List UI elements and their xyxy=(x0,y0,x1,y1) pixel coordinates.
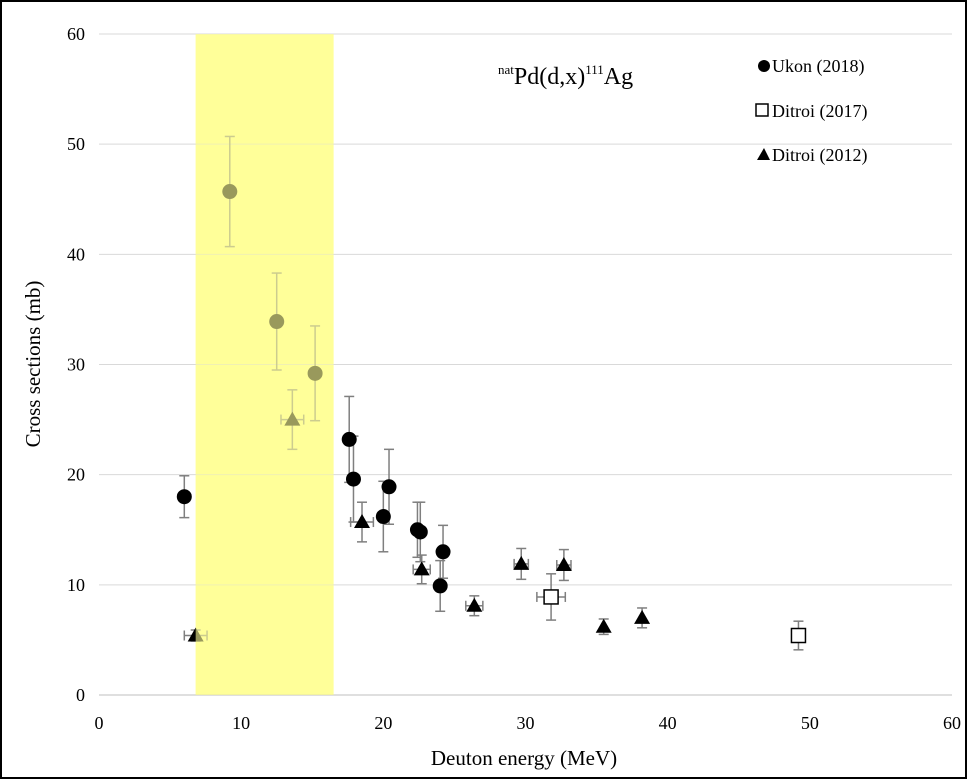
y-tick-label: 60 xyxy=(67,24,85,44)
y-tick-label: 0 xyxy=(76,685,85,705)
y-tick-label: 40 xyxy=(67,244,85,264)
data-point-triangle xyxy=(513,555,530,570)
legend-marker-triangle xyxy=(757,148,770,160)
legend-label: Ditroi (2012) xyxy=(772,145,867,166)
legend-item-ditroi-2012: Ditroi (2012) xyxy=(757,145,867,166)
data-point-circle xyxy=(412,524,428,540)
data-point-triangle xyxy=(555,557,572,572)
x-tick-label: 30 xyxy=(517,713,535,733)
data-point-triangle xyxy=(354,514,371,529)
legend-label: Ukon (2018) xyxy=(772,56,865,77)
y-tick-label: 10 xyxy=(67,575,85,595)
data-point-triangle xyxy=(595,618,612,633)
legend-item-ditroi-2017: Ditroi (2017) xyxy=(755,101,867,122)
x-tick-label: 0 xyxy=(95,713,104,733)
y-tick-label: 50 xyxy=(67,134,85,154)
y-tick-label: 30 xyxy=(67,355,85,375)
data-point-square xyxy=(543,589,559,605)
highlight-band-overlay xyxy=(195,34,334,695)
annotation-pre-superscript: nat xyxy=(498,62,514,77)
legend-marker-circle xyxy=(758,60,770,72)
legend-label: Ditroi (2017) xyxy=(772,101,867,122)
band-overlay xyxy=(195,34,334,695)
x-tick-label: 50 xyxy=(801,713,819,733)
legend: Ukon (2018) Ditroi (2017) Ditroi (2012) xyxy=(755,56,867,166)
data-point-circle xyxy=(341,431,357,447)
legend-marker-square xyxy=(755,103,769,117)
x-axis-title: Deuton energy (MeV) xyxy=(431,746,617,770)
axes: 0 10 20 30 40 50 60 0 10 20 30 40 50 60 xyxy=(67,24,961,733)
data-point-circle xyxy=(375,509,391,525)
y-tick-label: 20 xyxy=(67,465,85,485)
data-point-circle xyxy=(435,544,451,560)
data-point-triangle xyxy=(466,597,483,612)
annotation-product: Ag xyxy=(604,64,633,90)
x-tick-label: 40 xyxy=(659,713,677,733)
y-axis-title: Cross sections (mb) xyxy=(21,281,45,448)
data-point-circle xyxy=(432,578,448,594)
data-point-triangle xyxy=(634,609,651,624)
annotation-reaction: natPd(d,x)111Ag xyxy=(498,62,633,90)
annotation-mid-superscript: 111 xyxy=(585,62,604,77)
data-point-triangle xyxy=(413,561,430,576)
data-point-circle xyxy=(345,471,361,487)
data-point-square xyxy=(790,627,807,644)
data-point-circle xyxy=(176,489,192,505)
annotation-element: Pd(d,x) xyxy=(514,64,585,90)
x-tick-label: 60 xyxy=(943,713,961,733)
x-tick-label: 10 xyxy=(232,713,250,733)
x-tick-label: 20 xyxy=(374,713,392,733)
data-point-circle xyxy=(381,479,397,495)
legend-item-ukon-2018: Ukon (2018) xyxy=(758,56,865,77)
